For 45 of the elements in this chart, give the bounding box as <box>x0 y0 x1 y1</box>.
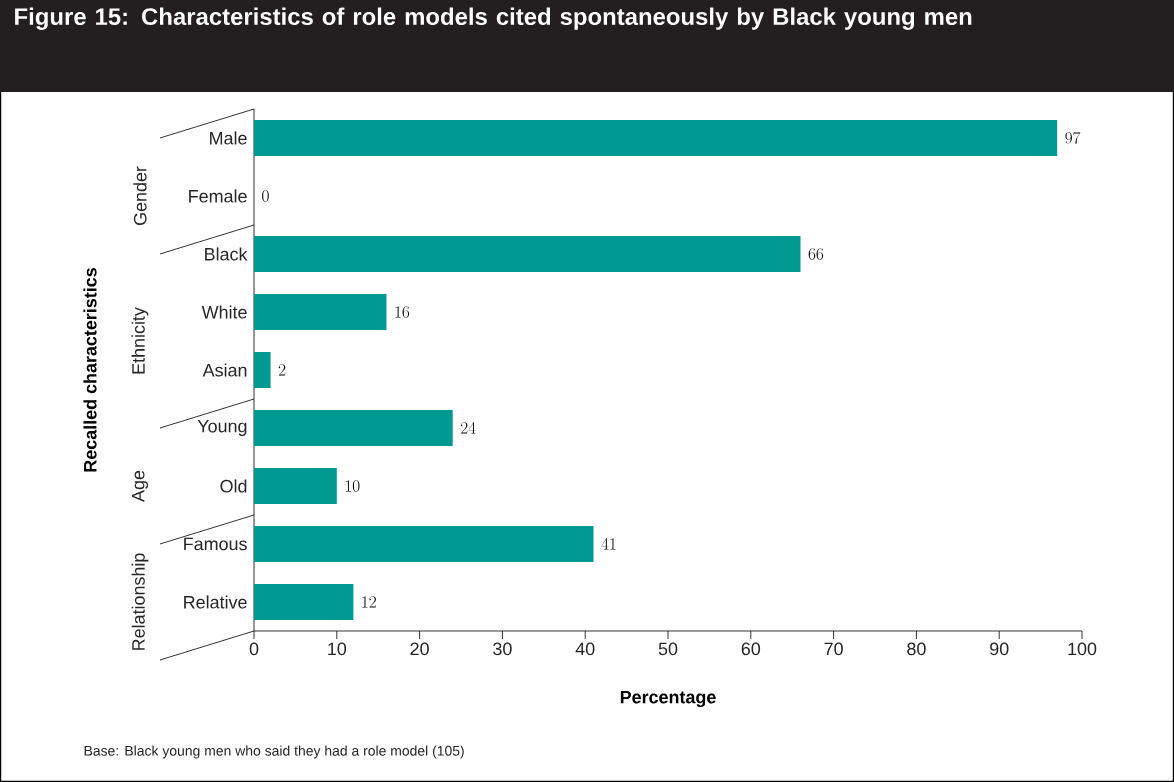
x-tick-label: 80 <box>907 642 926 656</box>
x-tick-label: 0 <box>249 642 259 656</box>
data-label: 0 <box>262 190 269 202</box>
text: Ethnicity <box>131 307 149 374</box>
bar <box>254 525 594 562</box>
y-tick-label: Famous <box>184 537 247 551</box>
data-label: 41 <box>601 538 616 550</box>
data-label: 12 <box>362 596 376 608</box>
y-axis-title: Recalled characteristics <box>83 268 97 472</box>
x-tick-label: 10 <box>328 642 347 656</box>
x-tick-label: 60 <box>741 642 761 656</box>
x-tick-label: 30 <box>493 642 512 656</box>
y-tick-label: Young <box>197 419 247 437</box>
bar <box>254 583 354 620</box>
y-tick-label: Old <box>220 479 247 493</box>
chart-title: Figure 15: Characteristics of role models cited spontaneously by Black young men <box>15 7 972 30</box>
text: Relationship <box>131 553 149 650</box>
data-label: 24 <box>460 422 476 434</box>
x-tick-label: 90 <box>990 642 1009 656</box>
bar <box>254 235 801 272</box>
y-tick-label: White <box>201 305 247 319</box>
data-label: 10 <box>345 480 360 492</box>
y-tick-label: Black <box>205 247 248 261</box>
data-label: 2 <box>278 364 286 376</box>
x-tick-label: 20 <box>410 642 429 656</box>
text: Base: Black young men who said they had a role model (105) <box>84 745 464 759</box>
data-label: 66 <box>808 248 824 260</box>
data-label: 16 <box>395 306 410 318</box>
x-tick-label: 70 <box>824 642 843 656</box>
bar <box>254 467 337 504</box>
x-tick-label: 100 <box>1068 642 1097 656</box>
bar <box>254 351 271 388</box>
x-tick-label: 50 <box>658 642 678 656</box>
bar <box>254 119 1058 156</box>
x-tick-label: 40 <box>575 642 595 656</box>
y-tick-label: Relative <box>184 595 247 609</box>
x-axis-title: Percentage <box>620 690 716 708</box>
bar <box>254 293 387 330</box>
y-tick-label: Male <box>210 131 247 145</box>
y-tick-label: Asian <box>202 363 247 377</box>
data-label: 97 <box>1065 131 1081 144</box>
bar <box>254 409 453 446</box>
text: Age <box>131 470 149 502</box>
y-tick-label: Female <box>189 189 247 203</box>
text: Gender <box>133 166 147 225</box>
